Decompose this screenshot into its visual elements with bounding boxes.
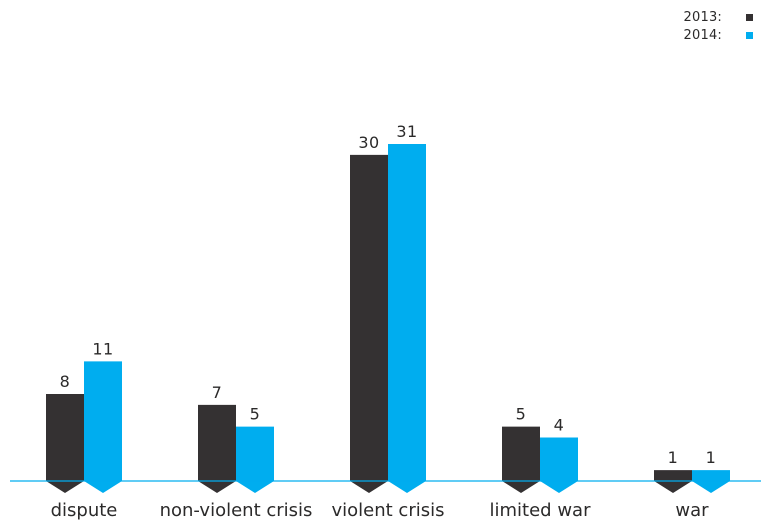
bar-limited-war-2013 <box>502 426 540 493</box>
bar-dispute-2013 <box>46 394 84 493</box>
category-label-violent-crisis: violent crisis <box>332 500 445 521</box>
value-label-dispute-2014: 11 <box>92 339 113 358</box>
category-label-dispute: dispute <box>51 500 118 521</box>
legend-item-2013: 2013: <box>663 8 753 26</box>
value-label-dispute-2013: 8 <box>60 372 71 391</box>
category-label-non-violent-crisis: non-violent crisis <box>160 500 313 521</box>
value-label-non-violent-crisis-2013: 7 <box>212 383 223 402</box>
legend-swatch-2014 <box>746 31 753 39</box>
bar-non-violent-crisis-2013 <box>198 404 236 493</box>
bar-dispute-2014 <box>84 361 122 493</box>
value-label-war-2013: 1 <box>668 448 679 467</box>
legend-item-2014: 2014: <box>663 26 753 44</box>
bar-non-violent-crisis-2014 <box>236 426 274 493</box>
value-label-non-violent-crisis-2014: 5 <box>250 405 261 424</box>
value-label-war-2014: 1 <box>706 448 717 467</box>
category-label-war: war <box>675 500 709 521</box>
bar-limited-war-2014 <box>540 437 578 493</box>
category-label-limited-war: limited war <box>490 500 592 521</box>
bar-violent-crisis-2013 <box>350 154 388 493</box>
legend: 2013: 2014: <box>663 8 753 44</box>
value-label-violent-crisis-2014: 31 <box>396 122 417 141</box>
bar-violent-crisis-2014 <box>388 144 426 493</box>
legend-label-2014: 2014: <box>683 27 722 43</box>
value-label-limited-war-2014: 4 <box>554 416 565 435</box>
value-label-limited-war-2013: 5 <box>516 405 527 424</box>
category-labels-group: dispute non-violent crisis violent crisis l… <box>51 500 710 521</box>
legend-swatch-2013 <box>746 13 753 21</box>
value-label-violent-crisis-2013: 30 <box>358 133 379 152</box>
bars-group <box>46 144 730 493</box>
legend-label-2013: 2013: <box>683 9 722 25</box>
